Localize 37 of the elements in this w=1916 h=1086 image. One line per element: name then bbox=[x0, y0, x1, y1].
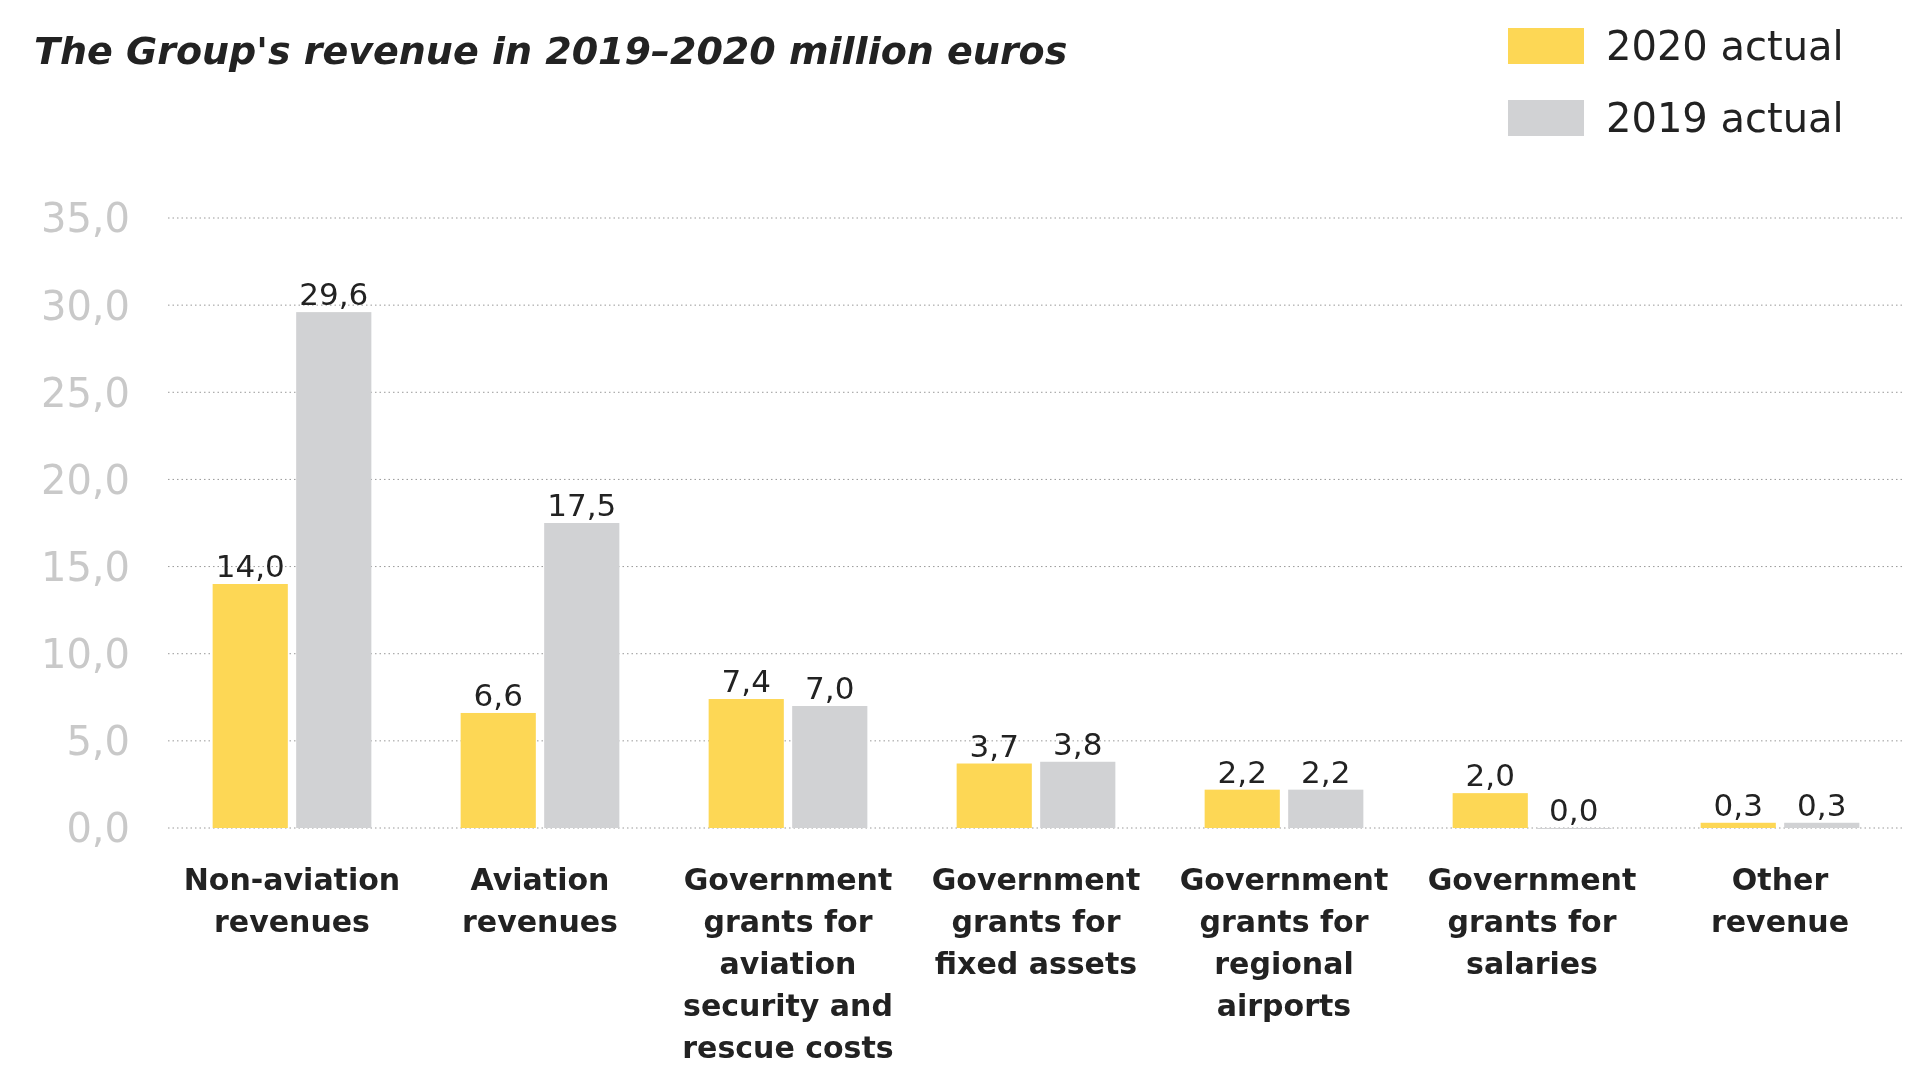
bar bbox=[296, 312, 372, 828]
x-tick-label: Aviation revenues bbox=[462, 862, 618, 939]
x-tick-label: Government grants for fixed assets bbox=[931, 862, 1141, 981]
legend-label: 2019 actual bbox=[1606, 95, 1844, 141]
data-label: 29,6 bbox=[299, 276, 369, 313]
data-label: 17,5 bbox=[547, 487, 617, 523]
data-label: 2,2 bbox=[1301, 753, 1351, 790]
data-label: 7,0 bbox=[805, 670, 855, 706]
x-tick-label: Government grants for aviation security and rescue costs bbox=[682, 862, 894, 1065]
x-tick-label: Other revenue bbox=[1710, 862, 1850, 939]
data-label: 0,3 bbox=[1797, 786, 1847, 823]
bar bbox=[1452, 793, 1528, 828]
data-label: 3,7 bbox=[969, 727, 1019, 764]
bar bbox=[1700, 822, 1776, 828]
bar bbox=[1204, 789, 1280, 828]
bar bbox=[212, 584, 288, 828]
data-label: 2,0 bbox=[1465, 757, 1515, 794]
bar bbox=[1784, 822, 1860, 828]
legend-label: 2020 actual bbox=[1606, 23, 1844, 69]
bar bbox=[1288, 789, 1364, 828]
bar bbox=[544, 523, 620, 828]
x-tick-label: Government grants for regional airports bbox=[1179, 862, 1389, 1023]
x-tick-label: Government grants for salaries bbox=[1427, 862, 1637, 981]
data-label: 6,6 bbox=[473, 676, 523, 713]
bar bbox=[460, 712, 536, 828]
bar bbox=[956, 763, 1032, 828]
x-tick-label: Non-aviation revenues bbox=[183, 862, 401, 939]
data-label: 14,0 bbox=[215, 548, 285, 584]
chart-title: The Group's revenue in 2019–2020 million euros bbox=[34, 29, 1068, 73]
data-label: 0,0 bbox=[1549, 792, 1599, 828]
bar bbox=[792, 706, 868, 828]
data-label: 7,4 bbox=[721, 663, 771, 700]
bar bbox=[708, 699, 784, 828]
data-label: 3,8 bbox=[1053, 725, 1103, 762]
data-label: 0,3 bbox=[1713, 786, 1763, 823]
bar bbox=[1040, 761, 1116, 828]
data-label: 2,2 bbox=[1217, 753, 1267, 790]
